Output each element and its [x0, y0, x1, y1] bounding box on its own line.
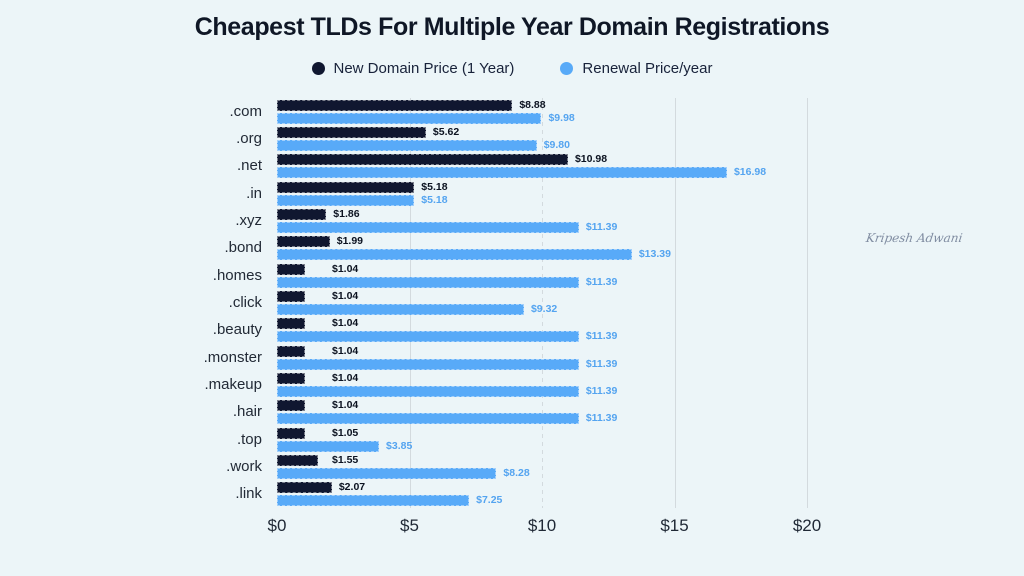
bar-renewal-price: [277, 167, 727, 179]
bar-new-domain-price: [277, 126, 426, 138]
bar-renewal-price: [277, 385, 579, 397]
bar-new-domain-price: [277, 236, 330, 248]
bar-new-domain-price: [277, 427, 305, 439]
value-label-new-domain: $2.07: [338, 481, 366, 494]
bar-renewal-price: [277, 139, 537, 151]
legend-dot-new-domain-icon: [311, 62, 325, 75]
bar-renewal-price: [277, 440, 380, 452]
value-label-new-domain: $1.04: [332, 399, 359, 412]
legend: New Domain Price (1 Year) Renewal Price/…: [0, 60, 1024, 77]
value-label-new-domain: $5.18: [421, 180, 448, 193]
value-label-new-domain: $1.04: [332, 289, 359, 302]
category-label: .hair: [232, 403, 262, 421]
category-label: .click: [228, 294, 262, 311]
bar-new-domain-price: [277, 208, 327, 220]
bar-new-domain-price: [277, 154, 568, 166]
gridline-15: [674, 98, 676, 508]
value-label-renewal: $11.39: [585, 330, 618, 343]
value-label-renewal: $11.39: [585, 275, 618, 288]
value-label-new-domain: $1.05: [332, 426, 359, 439]
x-tick-label: $0: [267, 516, 287, 535]
value-label-renewal: $11.39: [585, 412, 618, 425]
x-tick-label: $20: [792, 516, 822, 535]
bar-new-domain-price: [277, 345, 305, 357]
gridline-10: [542, 98, 543, 508]
value-label-renewal: $5.18: [421, 193, 448, 206]
x-tick-label: $15: [660, 516, 689, 535]
category-label: .top: [236, 430, 262, 448]
legend-item-renewal: Renewal Price/year: [560, 60, 712, 77]
bar-new-domain-price: [277, 400, 305, 412]
bar-renewal-price: [277, 331, 579, 343]
category-label: .com: [229, 102, 262, 120]
bar-new-domain-price: [277, 372, 305, 384]
legend-label-new-domain: New Domain Price (1 Year): [333, 60, 515, 77]
value-label-new-domain: $10.98: [574, 153, 608, 166]
x-tick-label: $5: [400, 516, 419, 535]
value-label-new-domain: $5.62: [432, 125, 460, 138]
category-label: .bond: [224, 239, 262, 257]
bar-renewal-price: [277, 112, 542, 124]
bar-new-domain-price: [277, 99, 513, 111]
bar-renewal-price: [277, 194, 415, 206]
bar-new-domain-price: [277, 318, 305, 330]
bar-new-domain-price: [277, 263, 305, 275]
value-label-renewal: $13.39: [638, 248, 671, 261]
category-label: .in: [246, 184, 262, 202]
value-label-new-domain: $1.04: [332, 262, 359, 275]
bar-new-domain-price: [277, 482, 332, 494]
value-label-new-domain: $1.04: [332, 317, 359, 330]
category-label: .makeup: [204, 376, 262, 393]
chart-title: Cheapest TLDs For Multiple Year Domain R…: [194, 13, 830, 41]
category-label: .monster: [203, 348, 262, 366]
bar-renewal-price: [277, 303, 524, 315]
legend-item-new-domain: New Domain Price (1 Year): [311, 60, 515, 77]
value-label-new-domain: $8.88: [519, 98, 546, 111]
value-label-renewal: $16.98: [733, 166, 767, 179]
value-label-renewal: $11.39: [585, 220, 618, 233]
value-label-renewal: $9.80: [543, 138, 570, 151]
bar-renewal-price: [277, 276, 579, 288]
value-label-renewal: $11.39: [585, 384, 618, 397]
category-label: .homes: [212, 266, 262, 284]
value-label-renewal: $9.98: [548, 111, 575, 124]
category-label: .xyz: [235, 212, 262, 229]
value-label-new-domain: $1.55: [332, 453, 359, 466]
value-label-renewal: $3.85: [386, 439, 413, 452]
gridline-5: [409, 98, 411, 508]
legend-dot-renewal-icon: [560, 62, 574, 75]
bar-renewal-price: [277, 249, 632, 261]
bar-renewal-price: [277, 358, 579, 370]
bar-renewal-price: [277, 495, 470, 507]
category-label: .beauty: [212, 321, 262, 339]
bar-new-domain-price: [277, 181, 415, 193]
category-label: .net: [236, 157, 262, 175]
bar-new-domain-price: [277, 454, 319, 466]
bar-renewal-price: [277, 413, 579, 425]
bar-renewal-price: [277, 221, 579, 233]
legend-label-renewal: Renewal Price/year: [582, 60, 713, 77]
bar-new-domain-price: [277, 290, 305, 302]
value-label-renewal: $9.32: [530, 302, 558, 315]
gridline-20: [807, 98, 808, 508]
value-label-new-domain: $1.99: [336, 235, 364, 248]
value-label-new-domain: $1.04: [332, 371, 359, 384]
value-label-renewal: $11.39: [585, 357, 618, 370]
value-label-new-domain: $1.04: [332, 344, 359, 357]
category-label: .org: [236, 130, 262, 147]
bar-renewal-price: [277, 467, 497, 479]
x-tick-label: $10: [527, 516, 557, 535]
value-label-renewal: $8.28: [503, 466, 530, 479]
value-label-renewal: $7.25: [476, 494, 503, 507]
value-label-new-domain: $1.86: [333, 207, 360, 220]
category-label: .link: [235, 485, 262, 503]
watermark-signature: Kripesh Adwani: [865, 231, 964, 245]
category-label: .work: [226, 458, 262, 475]
bar-chart: .com $8.88 $9.98 .org $5.62 $9.80 .net $10.98 $1…: [0, 98, 1024, 558]
